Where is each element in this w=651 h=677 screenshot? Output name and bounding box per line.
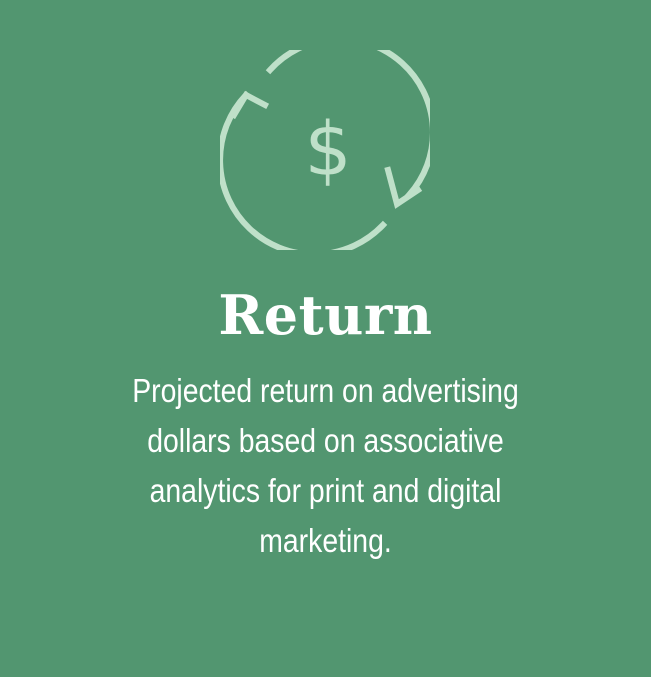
dollar-symbol: $ bbox=[304, 107, 351, 193]
currency-cycle-icon: $ bbox=[220, 50, 430, 250]
card-description: Projected return on advertising dollars … bbox=[132, 372, 519, 559]
card-title: Return bbox=[218, 283, 433, 347]
